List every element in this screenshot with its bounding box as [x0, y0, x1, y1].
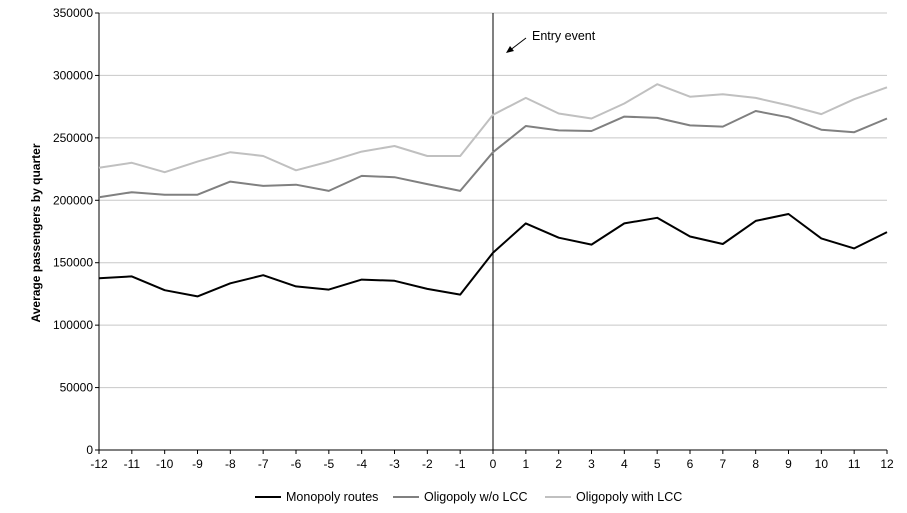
- x-tick-label: 7: [719, 457, 726, 471]
- series-line-3: [98, 83, 888, 174]
- x-tick-label: 3: [588, 457, 595, 471]
- y-axis-label: Average passengers by quarter: [29, 143, 43, 322]
- x-tick-label: -6: [291, 457, 302, 471]
- x-tick-label: -5: [323, 457, 334, 471]
- entry-event-annotation: Entry event: [506, 29, 596, 53]
- x-tick-label: -3: [389, 457, 400, 471]
- x-axis-tick-labels: -12 -11 -10 -9 -8 -7 -6 -5 -4 -3 -2 -1 0 1 2 3 4 5 6 7 8 9 10 1…: [90, 450, 894, 471]
- x-tick-label: 10: [815, 457, 829, 471]
- y-tick-label: 300000: [53, 68, 93, 82]
- legend: Monopoly routes Oligopoly w/o LCC Oligopol…: [255, 490, 682, 504]
- x-tick-label: -1: [455, 457, 466, 471]
- y-tick-label: 200000: [53, 193, 93, 207]
- legend-label: Oligopoly w/o LCC: [424, 490, 528, 504]
- x-tick-label: 1: [522, 457, 529, 471]
- legend-label: Monopoly routes: [286, 490, 378, 504]
- annotation-arrowhead: [506, 46, 514, 53]
- y-axis-tick-labels: 0 50000 100000 150000 200000 250000 300000 3500…: [53, 6, 99, 457]
- x-tick-label: 2: [555, 457, 562, 471]
- legend-label: Oligopoly with LCC: [576, 490, 682, 504]
- x-tick-label: 6: [687, 457, 694, 471]
- series-line-1: [98, 213, 888, 298]
- y-tick-label: 0: [86, 443, 93, 457]
- x-tick-label: 8: [752, 457, 759, 471]
- x-tick-label: 11: [848, 457, 861, 471]
- y-tick-label: 50000: [60, 381, 94, 395]
- x-tick-label: -10: [156, 457, 174, 471]
- x-tick-label: 12: [880, 457, 894, 471]
- x-tick-label: 4: [621, 457, 628, 471]
- x-tick-label: -9: [192, 457, 203, 471]
- series-lines: [98, 83, 888, 298]
- x-tick-label: 5: [654, 457, 661, 471]
- x-tick-label: -8: [225, 457, 236, 471]
- x-tick-label: -4: [356, 457, 367, 471]
- x-tick-label: -11: [124, 457, 141, 471]
- y-tick-label: 100000: [53, 318, 93, 332]
- x-tick-label: 0: [490, 457, 497, 471]
- x-tick-label: -2: [422, 457, 433, 471]
- y-tick-label: 150000: [53, 256, 93, 270]
- annotation-text: Entry event: [532, 29, 596, 43]
- x-tick-label: -12: [90, 457, 108, 471]
- x-tick-label: -7: [258, 457, 269, 471]
- series-line-2: [98, 110, 888, 199]
- y-tick-label: 350000: [53, 6, 93, 20]
- y-tick-label: 250000: [53, 131, 93, 145]
- x-tick-label: 9: [785, 457, 792, 471]
